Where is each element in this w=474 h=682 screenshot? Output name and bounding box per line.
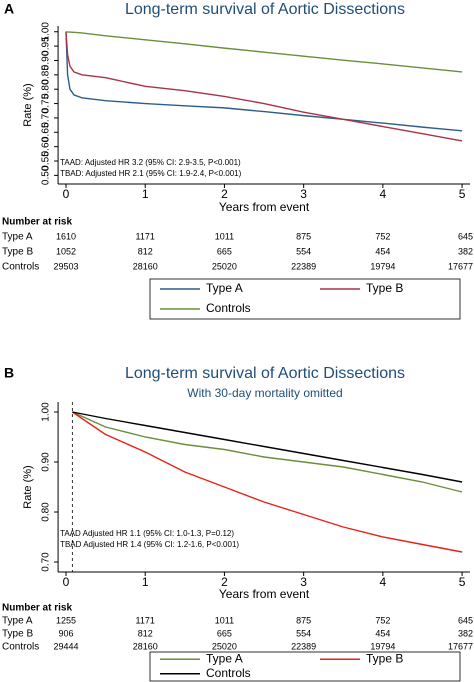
risk-value: 554 — [296, 246, 311, 256]
risk-value: 812 — [138, 628, 153, 638]
risk-row-label: Controls — [2, 262, 39, 273]
x-tick-label: 1 — [142, 187, 149, 201]
panel-label: A — [4, 1, 14, 17]
risk-value: 752 — [375, 615, 390, 625]
y-tick-label: 0.75 — [41, 93, 52, 113]
risk-value: 906 — [58, 628, 73, 638]
risk-value: 454 — [375, 246, 390, 256]
annotation: TAAD: Adjusted HR 3.2 (95% CI: 2.9-3.5, … — [60, 158, 241, 167]
risk-value: 875 — [296, 615, 311, 625]
x-tick-label: 0 — [63, 575, 70, 589]
risk-value: 19794 — [370, 261, 395, 271]
y-tick-label: 1.00 — [41, 402, 52, 422]
x-tick-label: 3 — [300, 575, 307, 589]
x-tick-label: 1 — [142, 575, 149, 589]
x-tick-label: 4 — [380, 575, 387, 589]
y-tick-label: 0.80 — [41, 502, 52, 522]
risk-value: 645 — [458, 231, 473, 241]
risk-value: 22389 — [291, 261, 316, 271]
risk-table-title: Number at risk — [2, 603, 72, 614]
y-tick-label: 0.90 — [41, 50, 52, 70]
x-tick-label: 4 — [380, 187, 387, 201]
risk-value: 17677 — [448, 641, 473, 651]
risk-value: 1011 — [215, 615, 234, 625]
y-axis-label: Rate (%) — [22, 465, 34, 508]
risk-value: 1171 — [136, 615, 155, 625]
y-tick-label: 0.70 — [41, 108, 52, 128]
risk-row-label: Controls — [2, 642, 39, 653]
legend-box — [149, 278, 461, 320]
risk-table-title: Number at risk — [2, 217, 72, 228]
risk-value: 25020 — [212, 641, 237, 651]
y-tick-label: 1.00 — [41, 22, 52, 42]
annotation: TBAD Adjusted HR 1.4 (95% CI: 1.2-1.6, P… — [60, 540, 239, 549]
risk-value: 382 — [458, 628, 473, 638]
x-tick-label: 2 — [221, 187, 228, 201]
series-line — [72, 411, 463, 493]
legend-box — [149, 651, 461, 682]
risk-value: 17677 — [448, 261, 473, 271]
risk-value: 1171 — [136, 231, 155, 241]
y-tick-label: 0.90 — [41, 452, 52, 472]
risk-value: 665 — [217, 628, 232, 638]
risk-value: 665 — [217, 246, 232, 256]
risk-value: 29444 — [53, 641, 78, 651]
risk-value: 875 — [296, 231, 311, 241]
y-tick-label: 0.85 — [41, 65, 52, 85]
risk-row-label: Type A — [2, 232, 33, 243]
annotation: TAAD Adjusted HR 1.1 (95% CI: 1.0-1.3, P… — [60, 529, 234, 538]
y-tick-label: 0.80 — [41, 79, 52, 99]
series-line — [71, 411, 463, 553]
y-axis-label: Rate (%) — [22, 83, 34, 126]
y-tick-label: 0.95 — [41, 36, 52, 56]
risk-value: 29503 — [53, 261, 78, 271]
risk-value: 645 — [458, 615, 473, 625]
y-tick-label: 0.55 — [41, 151, 52, 171]
risk-value: 554 — [296, 628, 311, 638]
risk-value: 1610 — [56, 231, 76, 241]
legend-label: Controls — [206, 666, 251, 680]
chart-title: Long-term survival of Aortic Dissections — [125, 1, 405, 18]
legend-label: Type B — [366, 281, 403, 295]
risk-value: 812 — [138, 246, 153, 256]
risk-value: 19794 — [370, 641, 395, 651]
legend-label: Type B — [366, 651, 403, 665]
risk-value: 28160 — [133, 641, 158, 651]
risk-value: 1255 — [56, 615, 76, 625]
risk-value: 1052 — [56, 246, 76, 256]
panel-label: B — [4, 365, 14, 381]
x-tick-label: 3 — [300, 187, 307, 201]
x-tick-label: 2 — [221, 575, 228, 589]
chart-title: Long-term survival of Aortic Dissections — [125, 365, 405, 382]
legend-label: Type A — [206, 651, 243, 665]
x-axis-label: Years from event — [219, 200, 310, 214]
series-line — [65, 31, 463, 142]
series-line — [72, 411, 463, 483]
risk-value: 1011 — [215, 231, 234, 241]
annotation: TBAD: Adjusted HR 2.1 (95% CI: 1.9-2.4, … — [60, 169, 242, 178]
risk-value: 22389 — [291, 641, 316, 651]
risk-row-label: Type A — [2, 616, 33, 627]
risk-row-label: Type B — [2, 247, 33, 258]
x-tick-label: 0 — [63, 187, 70, 201]
legend-label: Controls — [206, 301, 251, 315]
y-tick-label: 0.60 — [41, 136, 52, 156]
legend-label: Type A — [206, 281, 243, 295]
risk-value: 752 — [375, 231, 390, 241]
x-tick-label: 5 — [459, 575, 466, 589]
y-tick-label: 0.65 — [41, 122, 52, 142]
y-tick-label: 0.50 — [41, 165, 52, 185]
risk-value: 382 — [458, 246, 473, 256]
risk-value: 454 — [375, 628, 390, 638]
series-line — [65, 31, 463, 73]
x-tick-label: 5 — [459, 187, 466, 201]
y-tick-label: 0.70 — [41, 552, 52, 572]
x-axis-label: Years from event — [219, 587, 310, 601]
risk-row-label: Type B — [2, 629, 33, 640]
series-line — [65, 31, 463, 132]
risk-value: 25020 — [212, 261, 237, 271]
chart-subtitle: With 30-day mortality omitted — [187, 386, 342, 400]
risk-value: 28160 — [133, 261, 158, 271]
